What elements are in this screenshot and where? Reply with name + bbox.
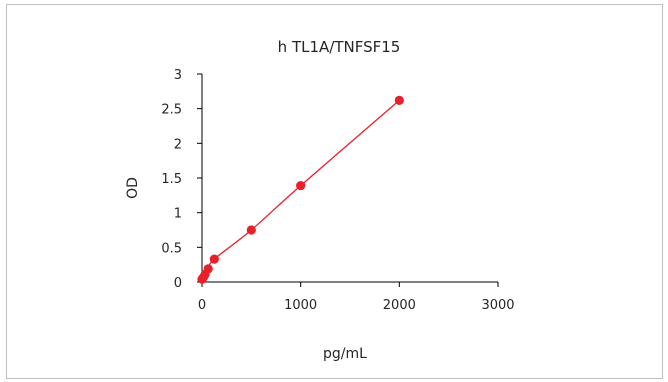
y-tick-label: 0.5 (161, 241, 182, 256)
y-tick-label: 1.5 (161, 172, 182, 187)
x-axis-label: pg/mL (323, 346, 367, 362)
chart-frame (6, 4, 663, 379)
data-point (246, 225, 256, 235)
x-tick-label: 3000 (481, 298, 514, 313)
chart-title: h TL1A/TNFSF15 (278, 38, 401, 56)
x-tick-label: 2000 (383, 298, 416, 313)
data-point (209, 254, 219, 264)
axes: 0 0.5 1 1.5 2 2.5 3 0 1000 2000 3000 (161, 68, 514, 313)
plot-area (197, 95, 404, 284)
y-tick-label: 0 (174, 276, 182, 291)
x-tick-label: 1000 (284, 298, 317, 313)
y-tick-label: 3 (174, 68, 182, 83)
y-tick-label: 1 (174, 207, 182, 222)
y-tick-label: 2 (174, 137, 182, 152)
x-tick-label: 0 (198, 298, 206, 313)
y-tick-label: 2.5 (161, 103, 182, 118)
y-axis-label: OD (125, 177, 141, 199)
data-point (296, 181, 306, 191)
data-point (203, 264, 213, 274)
data-point (394, 95, 404, 105)
